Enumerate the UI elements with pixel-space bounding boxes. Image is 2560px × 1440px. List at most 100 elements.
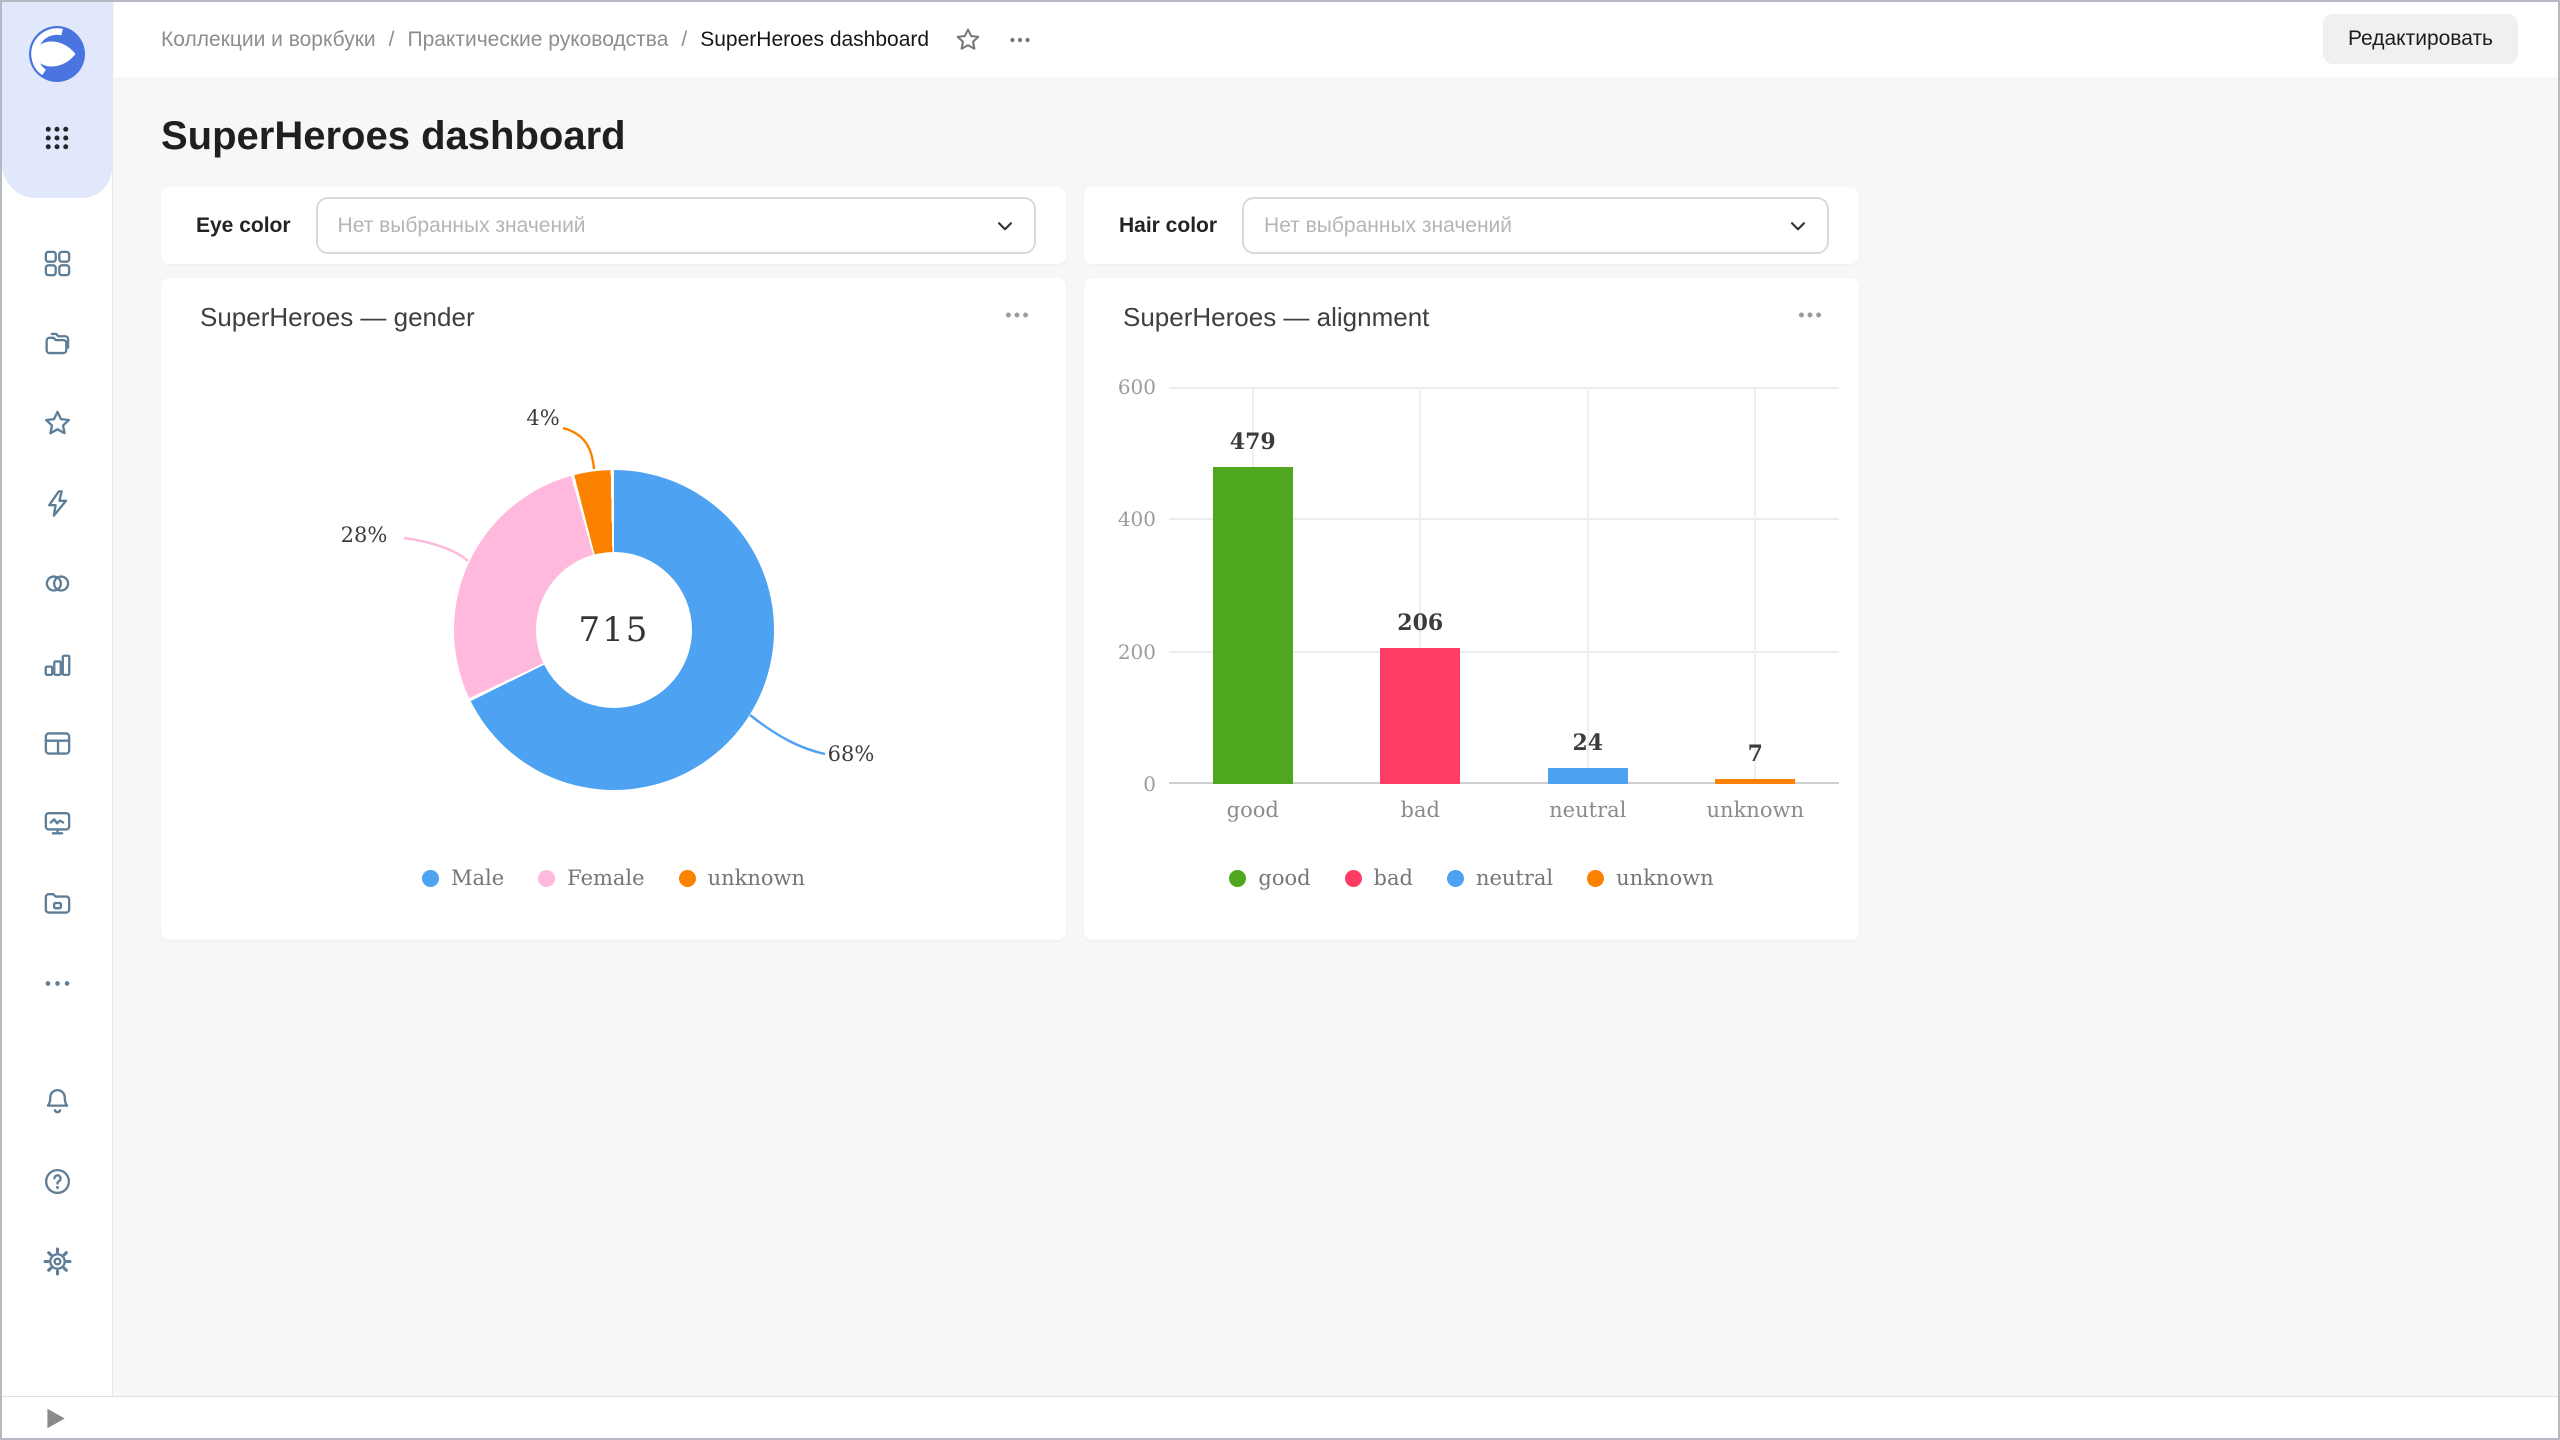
bar-chart-plot: 479 good 206 bad 24 neutral 7 unknown [1169, 387, 1840, 822]
sidebar-item-dashboards-table-icon[interactable] [17, 703, 97, 783]
legend-dot [678, 869, 696, 887]
donut-ring[interactable]: 715 [454, 470, 774, 790]
breadcrumb-separator: / [681, 27, 688, 51]
gridline [1169, 518, 1839, 521]
legend-dot [421, 869, 439, 887]
legend-dot [1446, 869, 1464, 887]
breadcrumb-guides[interactable]: Практические руководства [407, 27, 669, 51]
sidebar-item-charts-bar-icon[interactable] [17, 623, 97, 703]
legend-label: Male [450, 866, 505, 890]
x-axis-line [1169, 782, 1839, 784]
sidebar-item-monitoring-screen-icon[interactable] [17, 783, 97, 863]
y-tick-label: 200 [1117, 639, 1156, 664]
y-axis: 600 400 200 0 [1084, 375, 1156, 796]
sidebar-item-datasets-venn-icon[interactable] [17, 543, 97, 623]
legend-item-Male[interactable]: Male [421, 866, 505, 890]
help-question-icon[interactable] [17, 1141, 97, 1221]
donut-percent-male: 68% [827, 742, 875, 766]
y-tick-label: 400 [1117, 507, 1156, 532]
sidebar-footer [2, 1061, 112, 1301]
sidebar-item-favorites-star-icon[interactable] [17, 383, 97, 463]
x-axis-label-good: good [1226, 798, 1279, 822]
legend-label: good [1258, 866, 1311, 890]
legend-item-unknown[interactable]: unknown [678, 866, 806, 890]
alignment-legend: good bad neutral unknown [1084, 866, 1859, 890]
legend-label: bad [1373, 866, 1413, 890]
select-placeholder: Нет выбранных значений [337, 213, 586, 237]
y-tick-label: 600 [1117, 375, 1156, 399]
x-axis-label-neutral: neutral [1549, 798, 1627, 822]
legend-item-unknown[interactable]: unknown [1587, 866, 1714, 890]
filter-label-eye-color: Eye color [196, 213, 291, 237]
breadcrumb: Коллекции и воркбуки / Практические руко… [161, 26, 1033, 54]
gridline [1169, 650, 1839, 653]
legend-dot [1229, 869, 1247, 887]
donut-percent-female: 28% [340, 523, 388, 547]
donut-total: 715 [578, 610, 650, 650]
bar-good[interactable] [1212, 467, 1293, 784]
dashboard-content: SuperHeroes dashboard Eye color Нет выбр… [114, 77, 2558, 940]
sidebar-item-more-ellipsis-icon[interactable] [17, 943, 97, 1023]
legend-dot [1587, 869, 1605, 887]
vertical-gridline [1586, 387, 1589, 784]
filter-card-eye-color: Eye color Нет выбранных значений [161, 187, 1066, 264]
donut-callout-lines [403, 426, 826, 756]
hair-color-select[interactable]: Нет выбранных значений [1242, 197, 1829, 254]
main-area: Коллекции и воркбуки / Практические руко… [114, 2, 2558, 1396]
sidebar-item-navigation-grid-icon[interactable] [17, 223, 97, 303]
apps-grid-icon[interactable] [42, 123, 72, 153]
legend-item-good[interactable]: good [1229, 866, 1311, 890]
x-axis-label-bad: bad [1400, 798, 1440, 822]
breadcrumb-separator: / [388, 27, 395, 51]
vertical-gridline [1419, 387, 1422, 784]
gridline [1169, 387, 1839, 389]
chart-menu-icon[interactable] [1795, 300, 1825, 330]
chart-title: SuperHeroes — gender [200, 302, 475, 332]
bar-column-good: 479 good [1169, 387, 1337, 822]
filter-card-hair-color: Hair color Нет выбранных значений [1084, 187, 1859, 264]
bar-neutral[interactable] [1547, 768, 1628, 784]
chart-title: SuperHeroes — alignment [1123, 302, 1430, 332]
bar-value-label: 7 [1747, 741, 1763, 767]
notifications-bell-icon[interactable] [17, 1061, 97, 1141]
bar-column-unknown: 7 unknown [1672, 387, 1840, 822]
bar-columns: 479 good 206 bad 24 neutral 7 unknown [1169, 387, 1840, 822]
charts-row: SuperHeroes — gender 715 [161, 278, 2558, 940]
alignment-chart-card: SuperHeroes — alignment 600 400 200 0 479 go… [1084, 278, 1859, 940]
eye-color-select[interactable]: Нет выбранных значений [315, 197, 1036, 254]
chart-menu-icon[interactable] [1002, 300, 1032, 330]
more-options-icon[interactable] [1007, 27, 1033, 53]
donut-hole: 715 [536, 552, 692, 708]
gender-legend: Male Female unknown [161, 866, 1066, 890]
breadcrumb-collections[interactable]: Коллекции и воркбуки [161, 27, 376, 51]
bar-column-bad: 206 bad [1337, 387, 1505, 822]
legend-item-neutral[interactable]: neutral [1446, 866, 1553, 890]
sidebar-item-connections-lightning-icon[interactable] [17, 463, 97, 543]
bar-column-neutral: 24 neutral [1504, 387, 1672, 822]
expand-panel-play-icon[interactable] [42, 1405, 68, 1431]
filter-label-hair-color: Hair color [1119, 213, 1218, 237]
legend-dot [538, 869, 556, 887]
chevron-down-icon [1785, 213, 1811, 239]
settings-gear-icon[interactable] [17, 1221, 97, 1301]
legend-label: unknown [707, 866, 806, 890]
chevron-down-icon [992, 213, 1018, 239]
donut-chart: 715 68% 28% 4% [161, 348, 1066, 866]
sidebar-item-storage-folder-icon[interactable] [17, 863, 97, 943]
bar-bad[interactable] [1380, 648, 1461, 784]
legend-label: unknown [1616, 866, 1714, 890]
legend-item-bad[interactable]: bad [1344, 866, 1413, 890]
bottom-panel [2, 1396, 2558, 1438]
select-placeholder: Нет выбранных значений [1264, 213, 1513, 237]
datalens-logo-icon[interactable] [28, 25, 86, 83]
favorite-star-icon[interactable] [954, 26, 982, 54]
bar-unknown[interactable] [1715, 779, 1796, 784]
vertical-gridline [1754, 387, 1757, 784]
bar-value-label: 24 [1572, 730, 1604, 756]
legend-item-Female[interactable]: Female [538, 866, 645, 890]
topbar: Коллекции и воркбуки / Практические руко… [114, 2, 2558, 77]
bar-value-label: 206 [1397, 610, 1444, 636]
edit-button[interactable]: Редактировать [2322, 14, 2518, 64]
sidebar-item-collections-folders-icon[interactable] [17, 303, 97, 383]
